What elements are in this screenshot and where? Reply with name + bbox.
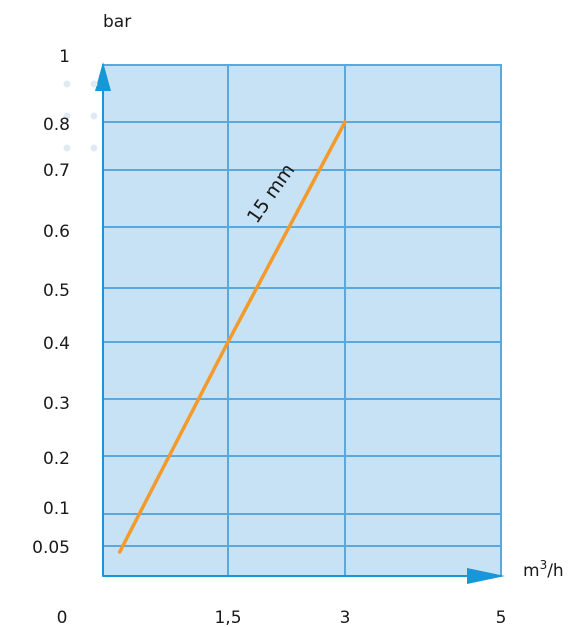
y-tick-label: 0.8	[43, 115, 70, 135]
series-line-15mm	[117, 120, 347, 554]
y-tick-label: 0.2	[43, 449, 70, 469]
y-tick-label: 0.1	[43, 499, 70, 519]
y-tick-label: 0.4	[43, 334, 70, 354]
y-axis-arrow	[95, 62, 111, 91]
y-tick-label: 1	[59, 47, 70, 67]
y-tick-label: 0.5	[43, 281, 70, 301]
decorative-dot	[63, 112, 71, 120]
x-axis-unit-superscript: 3	[540, 558, 548, 572]
x-tick-label: 3	[340, 608, 351, 627]
decorative-dot	[63, 80, 71, 88]
x-tick-label: 0	[57, 608, 68, 627]
y-tick-label: 0.05	[32, 538, 70, 558]
x-axis-unit-tail: /h	[547, 561, 564, 581]
y-axis-label: bar	[103, 12, 131, 32]
series-layer	[117, 120, 347, 554]
y-tick-label: 0.6	[43, 222, 70, 242]
x-axis-unit-base: m	[523, 561, 540, 581]
plot-area	[102, 64, 502, 577]
x-tick-label: 1,5	[214, 608, 241, 627]
x-axis-label: m3/h	[523, 558, 564, 581]
decorative-dot	[90, 112, 98, 120]
decorative-dot	[63, 144, 71, 152]
y-tick-label: 0.3	[43, 394, 70, 414]
decorative-dot	[90, 80, 98, 88]
x-tick-label: 5	[496, 608, 507, 627]
decorative-dots	[63, 80, 98, 152]
x-axis-arrow	[467, 568, 505, 584]
axes	[95, 62, 505, 584]
tick-labels: 1 0.8 0.7 0.6 0.5 0.4 0.3 0.2 0.1 0.05 0 1,5 3 5	[32, 47, 506, 627]
y-tick-label: 0.7	[43, 161, 70, 181]
decorative-dot	[90, 144, 98, 152]
